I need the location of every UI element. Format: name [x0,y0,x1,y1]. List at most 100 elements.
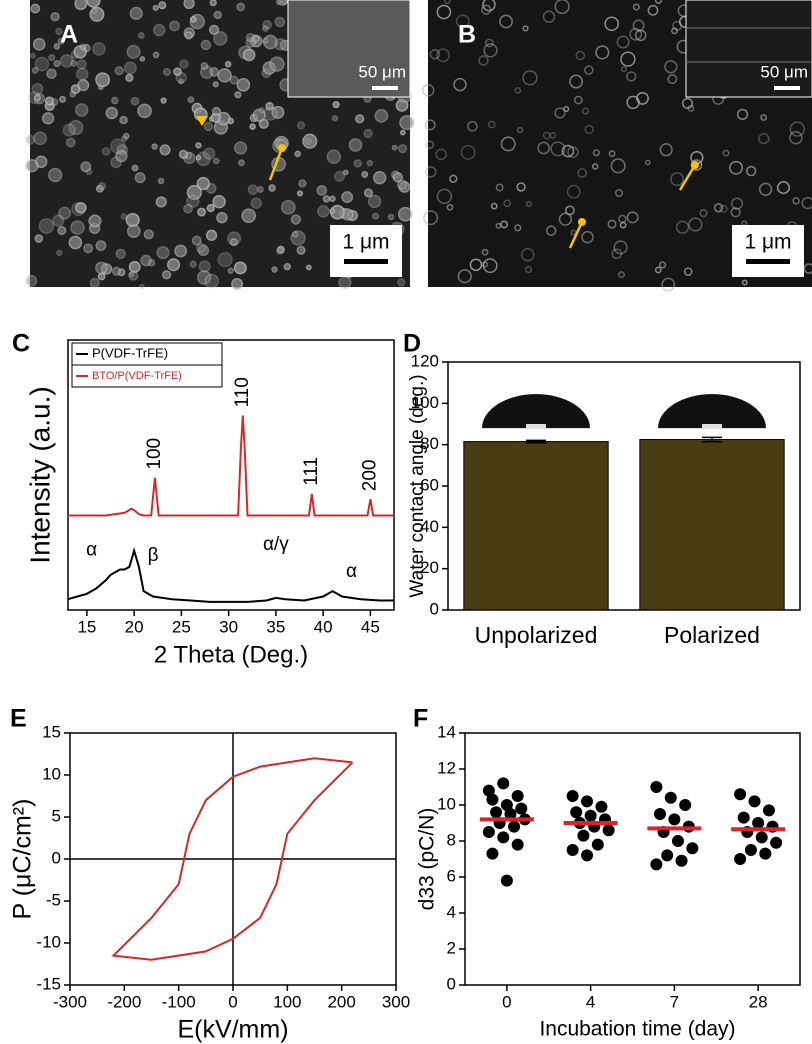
particle [209,67,219,77]
particle [123,61,137,75]
particle [564,205,575,216]
particle [184,31,193,40]
particle [455,14,470,29]
particle [482,0,496,12]
particle [484,38,494,48]
particle [353,159,362,168]
particle [70,220,85,235]
particle [654,266,662,274]
particle [213,157,220,165]
particle [200,62,209,70]
particle [558,212,573,226]
particle [206,203,215,213]
inset [685,0,812,98]
particle [435,148,447,161]
particle [77,79,90,92]
peak-label: 200 [359,459,380,491]
particle [487,120,496,129]
particle [115,248,126,259]
data-point [511,790,524,802]
particle [41,112,55,125]
data-point [497,777,510,790]
particle [198,260,211,273]
particle [76,67,89,81]
particle [567,146,579,158]
particle [392,172,403,183]
y-axis-title: Intensity (a.u.) [24,386,55,563]
error-bar [526,439,546,444]
particle [162,67,171,76]
particle [158,1,167,10]
arrow [678,164,697,191]
particle [499,14,513,29]
x-tick-label: 35 [266,617,285,636]
data-point [762,804,775,817]
particle [119,115,128,125]
particle [801,196,812,210]
scale-bar [344,259,388,264]
particle [130,96,140,106]
x-tick-label: 300 [382,992,410,1011]
particle [101,147,111,156]
particle [620,51,636,67]
particle [252,108,266,122]
data-point [737,811,750,824]
particle [399,129,406,136]
x-axis-title: 2 Theta (Deg.) [154,641,308,668]
particle [236,77,251,92]
particle [48,167,63,183]
data-point [581,849,594,862]
particle [38,218,55,234]
x-tick-label: 45 [361,617,380,636]
x-tick-label: Unpolarized [475,622,598,648]
particle [436,48,450,63]
y-tick-label: 12 [437,758,456,777]
scale-box [330,225,402,277]
hysteresis-loop [111,757,354,961]
particle [561,144,575,158]
particle [191,235,202,246]
particle [265,102,274,111]
particle [89,277,100,288]
particle [110,138,126,154]
particle [280,199,296,215]
particle [92,42,106,56]
data-point [490,806,503,819]
particle [126,224,141,238]
particle [186,194,200,208]
y-tick-label: 0 [52,848,61,867]
particle [554,107,566,119]
particle [525,200,533,208]
data-point [584,809,597,822]
particle [174,244,188,258]
particle [305,264,312,271]
particle [52,214,65,227]
particle [209,0,217,7]
particle [634,29,647,42]
particle [65,137,76,148]
particle [629,27,643,41]
particle [317,205,330,218]
arrowhead-marker [196,116,208,126]
particle [789,121,805,137]
particle [398,144,408,154]
peak-label: 100 [144,438,165,470]
particle [617,271,625,279]
inset-scale-bar [774,86,800,90]
particle [97,272,106,281]
x-tick-label: 0 [228,992,237,1011]
particle [522,70,538,86]
particle [361,170,369,178]
particle [224,60,232,68]
particle [128,261,141,273]
particle [482,261,489,268]
particle [758,132,770,145]
particle [591,163,599,170]
particle [147,259,156,267]
particle [57,226,67,236]
particle [268,184,276,192]
particle [178,78,184,85]
particle [58,206,72,220]
